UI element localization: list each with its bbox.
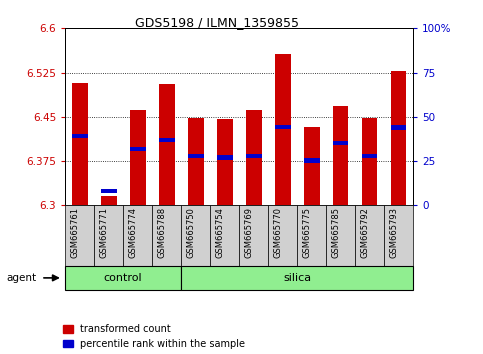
Bar	[239, 205, 268, 266]
Bar	[71, 83, 88, 205]
Bar	[158, 138, 175, 143]
Bar	[355, 205, 384, 266]
Bar	[65, 266, 181, 290]
Bar	[188, 118, 204, 205]
Bar	[326, 205, 355, 266]
Bar	[297, 205, 326, 266]
Legend: transformed count, percentile rank within the sample: transformed count, percentile rank withi…	[63, 324, 245, 349]
Text: GSM665770: GSM665770	[273, 207, 283, 258]
Text: GSM665754: GSM665754	[215, 207, 225, 258]
Bar	[65, 205, 94, 266]
Bar	[246, 110, 262, 205]
Text: GSM665771: GSM665771	[99, 207, 109, 258]
Text: GSM665769: GSM665769	[244, 207, 254, 258]
Text: GSM665793: GSM665793	[389, 207, 398, 258]
Bar	[384, 205, 413, 266]
Text: GSM665775: GSM665775	[302, 207, 312, 258]
Bar	[361, 154, 378, 158]
Bar	[123, 205, 152, 266]
Bar	[246, 154, 262, 159]
Text: control: control	[104, 273, 142, 283]
Bar	[216, 119, 233, 205]
Bar	[129, 110, 146, 205]
Bar	[71, 134, 88, 138]
Text: GSM665750: GSM665750	[186, 207, 196, 258]
Bar	[181, 266, 413, 290]
Bar	[333, 106, 349, 205]
Bar	[304, 127, 320, 205]
Bar	[210, 205, 239, 266]
Text: GSM665792: GSM665792	[360, 207, 369, 258]
Bar	[391, 125, 407, 130]
Bar	[181, 205, 210, 266]
Bar	[94, 205, 123, 266]
Bar	[304, 159, 320, 162]
Bar	[275, 125, 291, 129]
Bar	[268, 205, 297, 266]
Bar	[275, 54, 291, 205]
Bar	[152, 205, 181, 266]
Text: GSM665761: GSM665761	[71, 207, 80, 258]
Bar	[188, 154, 204, 159]
Text: agent: agent	[6, 273, 36, 283]
Bar	[391, 71, 407, 205]
Bar	[158, 84, 175, 205]
Bar	[101, 196, 117, 205]
Text: GDS5198 / ILMN_1359855: GDS5198 / ILMN_1359855	[135, 16, 299, 29]
Text: GSM665788: GSM665788	[157, 207, 167, 258]
Bar	[129, 147, 146, 152]
Bar	[361, 118, 378, 205]
Bar	[216, 155, 233, 160]
Bar	[333, 141, 349, 145]
Text: silica: silica	[283, 273, 311, 283]
Text: GSM665774: GSM665774	[128, 207, 138, 258]
Text: GSM665785: GSM665785	[331, 207, 341, 258]
Bar	[101, 189, 117, 193]
